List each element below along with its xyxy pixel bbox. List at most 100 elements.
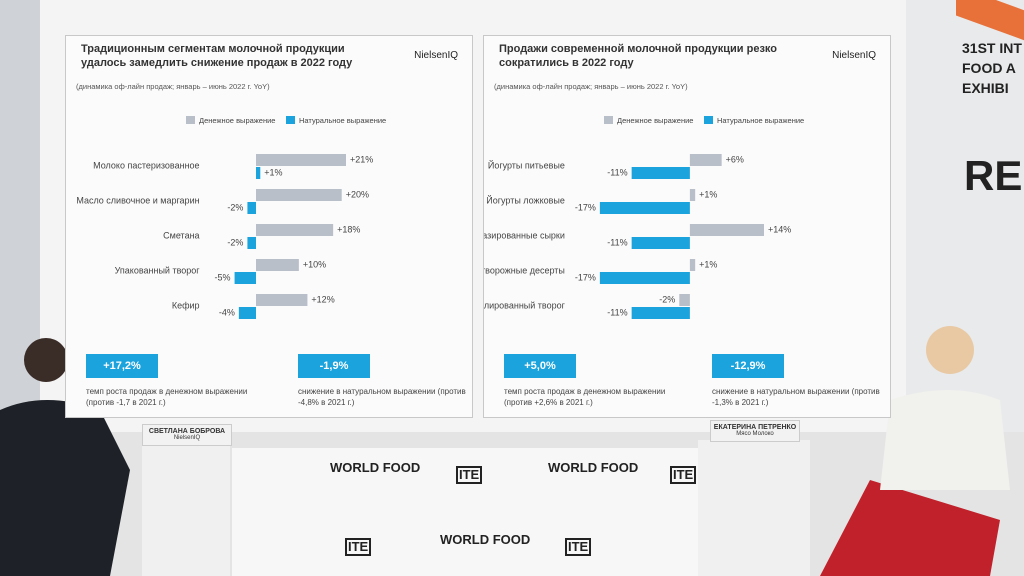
bar	[256, 189, 342, 201]
side-banner: 31ST INT FOOD A EXHIBI RE	[906, 0, 1024, 432]
chart-title: Традиционным сегментам молочной продукци…	[81, 43, 353, 69]
bar	[256, 224, 334, 236]
legend-swatch	[704, 116, 713, 124]
table	[698, 440, 810, 576]
callout-value: +5,0%	[504, 354, 576, 378]
category-label: Йогурты питьевые	[488, 159, 565, 170]
bar	[234, 272, 256, 284]
logo: NielsenIQ	[832, 50, 876, 61]
chart-panel: Продажи современной молочной продукции р…	[483, 35, 891, 418]
bar	[631, 167, 690, 179]
bar	[689, 259, 696, 271]
bar	[599, 272, 690, 284]
bar	[631, 307, 690, 319]
category-label: Глазированные сырки	[484, 230, 565, 240]
callout-text: темп роста продаж в денежном выражении (…	[86, 387, 248, 407]
person-body	[0, 400, 130, 576]
logo: WORLD FOOD	[548, 460, 639, 475]
value-label: +1%	[264, 167, 282, 177]
value-label: +10%	[303, 259, 326, 269]
callout-value: +17,2%	[86, 354, 158, 378]
plot: Денежное выражение Натуральное выражение Й…	[484, 116, 804, 319]
chart-subtitle: (динамика оф-лайн продаж; январь – июнь …	[494, 82, 688, 91]
callout-value: -12,9%	[712, 354, 784, 378]
nameplate: ЕКАТЕРИНА ПЕТРЕНКО Мясо Молоко	[710, 420, 800, 442]
category-label: Йогурты ложковые	[486, 194, 565, 205]
person-head	[24, 338, 68, 382]
category-label: Кефир	[172, 300, 200, 310]
table	[142, 440, 230, 576]
press-wall	[232, 448, 707, 576]
banner-big: RE	[964, 152, 1023, 199]
legend-swatch	[286, 116, 295, 124]
bar	[689, 224, 764, 236]
value-label: +20%	[346, 189, 369, 199]
logo: ITE	[565, 538, 592, 556]
legend-label: Денежное выражение	[617, 116, 693, 125]
value-label: +14%	[768, 224, 791, 234]
logo: ITE	[456, 466, 483, 484]
nameplate-name: ЕКАТЕРИНА ПЕТРЕНКО	[713, 424, 797, 431]
callout-text: снижение в натуральном выражении (против…	[298, 387, 466, 407]
category-label: Упакованный творог	[115, 265, 201, 275]
category-label: Густые творожные десерты	[484, 265, 565, 275]
bar	[689, 154, 722, 166]
bar	[689, 189, 696, 201]
bar	[631, 237, 690, 249]
bar	[679, 294, 690, 306]
banner-line: EXHIBI	[962, 80, 1009, 96]
plot: Денежное выражение Натуральное выражение М…	[76, 116, 386, 319]
chart-title: Продажи современной молочной продукции р…	[499, 43, 777, 69]
banner-text: 31ST INT FOOD A EXHIBI	[962, 38, 1022, 98]
banner-line: 31ST INT	[962, 40, 1022, 56]
value-label: -2%	[227, 237, 243, 247]
value-label: +1%	[699, 189, 717, 199]
nameplate-name: СВЕТЛАНА БОБРОВА	[148, 428, 226, 435]
chart-subtitle: (динамика оф-лайн продаж; январь – июнь …	[76, 82, 270, 91]
value-label: +12%	[311, 294, 334, 304]
logo: ITE	[345, 538, 372, 556]
value-label: -11%	[607, 237, 627, 247]
logo: WORLD FOOD	[440, 532, 531, 547]
person-skirt	[820, 480, 1000, 576]
callout-text: темп роста продаж в денежном выражении (…	[504, 387, 666, 407]
legend-swatch	[186, 116, 195, 124]
value-label: -17%	[575, 202, 596, 212]
nameplate-org: Мясо Молоко	[736, 431, 774, 437]
bar	[247, 202, 256, 214]
callout-value: -1,9%	[298, 354, 370, 378]
person-head	[926, 326, 974, 374]
callout-text: снижение в натуральном выражении (против…	[712, 387, 880, 407]
value-label: -11%	[607, 167, 627, 177]
value-label: -2%	[227, 202, 243, 212]
category-label: Гранулированный творог	[484, 300, 566, 310]
value-label: -17%	[575, 272, 596, 282]
banner-line: FOOD A	[962, 60, 1016, 76]
bar	[256, 167, 261, 179]
bar	[256, 154, 346, 166]
category-label: Сметана	[163, 230, 199, 240]
legend-swatch	[604, 116, 613, 124]
value-label: +18%	[337, 224, 360, 234]
bar	[256, 259, 299, 271]
legend-label: Натуральное выражение	[717, 116, 804, 125]
value-label: -4%	[219, 307, 235, 317]
value-label: +21%	[350, 154, 373, 164]
logo: WORLD FOOD	[330, 460, 421, 475]
bar	[238, 307, 256, 319]
bar	[247, 237, 256, 249]
logo: ITE	[670, 466, 697, 484]
nameplate-org: NielsenIQ	[173, 435, 201, 441]
value-label: -5%	[215, 272, 231, 282]
bar	[256, 294, 308, 306]
nameplate: СВЕТЛАНА БОБРОВА NielsenIQ	[142, 424, 232, 446]
category-label: Молоко пастеризованное	[93, 160, 199, 170]
value-label: -2%	[659, 294, 675, 304]
bar	[599, 202, 690, 214]
chart-panel: Традиционным сегментам молочной продукци…	[65, 35, 473, 418]
legend-label: Натуральное выражение	[299, 116, 386, 125]
category-label: Масло сливочное и маргарин	[76, 195, 199, 205]
logo: NielsenIQ	[414, 50, 458, 61]
legend-label: Денежное выражение	[199, 116, 275, 125]
